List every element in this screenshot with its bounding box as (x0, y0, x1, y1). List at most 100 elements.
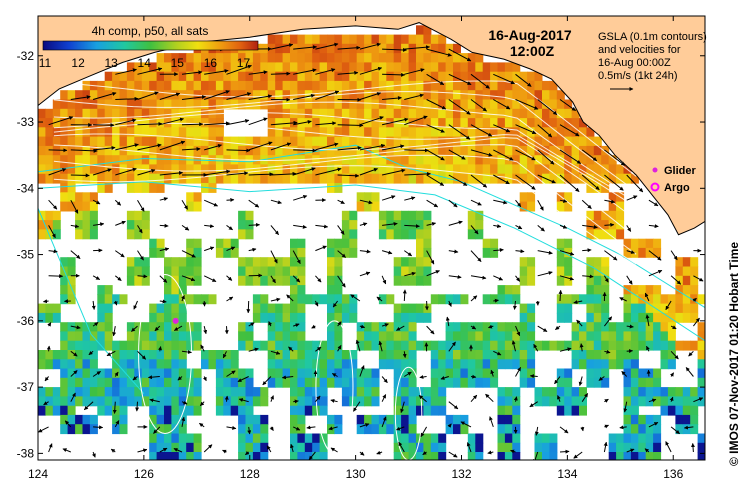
sst-cell (438, 43, 447, 54)
velocity-vector (581, 149, 598, 162)
sst-cell (304, 80, 313, 91)
sst-cell (630, 387, 639, 397)
velocity-vector (537, 199, 544, 211)
velocity-vector (648, 421, 659, 428)
sst-cell (586, 312, 595, 323)
sst-cell (527, 303, 536, 314)
sst-cell (408, 350, 417, 360)
sst-cell (697, 396, 705, 407)
sst-cell (482, 164, 491, 175)
sst-cell (356, 201, 365, 212)
sst-cell (512, 108, 521, 119)
sst-cell (193, 136, 202, 147)
sst-cell (371, 118, 380, 128)
sst-cell (579, 173, 587, 184)
sst-cell (645, 340, 654, 351)
bathymetry-line (38, 181, 705, 342)
sst-cell (97, 173, 106, 184)
velocity-vector (159, 447, 168, 453)
sst-cell (504, 350, 513, 360)
sst-cell (460, 377, 469, 388)
sst-cell (238, 377, 247, 388)
sst-cell (616, 442, 625, 453)
sst-cell (52, 210, 61, 221)
sst-cell (75, 229, 84, 240)
sst-cell (660, 350, 669, 360)
gsla-contour (53, 133, 637, 221)
sst-cell (201, 183, 209, 193)
sst-cell (60, 183, 69, 193)
sst-cell (134, 99, 143, 110)
sst-cell (341, 118, 350, 128)
sst-cell (341, 247, 350, 258)
sst-cell (601, 350, 610, 360)
sst-cell (593, 257, 602, 268)
sst-cell (475, 108, 484, 119)
velocity-vector (48, 199, 58, 210)
sst-cell (630, 433, 639, 444)
sst-cell (134, 266, 143, 277)
sst-cell (356, 396, 365, 407)
sst-cell (378, 294, 387, 305)
sst-cell (201, 127, 209, 138)
sst-cell (223, 368, 232, 379)
sst-cell (134, 90, 143, 101)
velocity-vector (604, 149, 626, 166)
sst-cell (445, 155, 454, 166)
sst-cell (178, 322, 187, 333)
velocity-vector (306, 425, 316, 430)
velocity-vector (70, 95, 91, 100)
sst-cell (586, 164, 595, 175)
sst-cell (445, 127, 454, 138)
sst-cell (156, 433, 165, 444)
sst-cell (423, 136, 432, 147)
sst-cell (497, 173, 506, 184)
sst-cell (467, 127, 476, 138)
sst-cell (527, 266, 536, 277)
sst-cell (460, 359, 469, 370)
velocity-vector (245, 450, 250, 456)
sst-cell (119, 350, 128, 360)
sst-cell (386, 173, 395, 184)
sst-cell (112, 294, 121, 305)
sst-cell (171, 331, 180, 342)
sst-cell (193, 433, 202, 444)
velocity-vector (224, 395, 229, 402)
sst-cell (527, 201, 536, 212)
sst-cell (482, 359, 491, 370)
velocity-vector (133, 300, 138, 310)
sst-cell (623, 424, 632, 435)
sst-cell (89, 127, 98, 138)
sst-cell (423, 43, 432, 54)
sst-cell (171, 127, 180, 138)
sst-cell (260, 387, 269, 397)
sst-cell (460, 145, 469, 156)
sst-cell (82, 136, 91, 147)
sst-cell (126, 173, 135, 184)
sst-cell (475, 136, 484, 147)
sst-cell (556, 127, 565, 138)
sst-cell (75, 118, 84, 128)
sst-cell (60, 145, 69, 156)
sst-cell (467, 220, 476, 230)
velocity-vector (270, 71, 291, 76)
sst-cell (334, 275, 343, 286)
velocity-vector (148, 375, 160, 380)
sst-cell (304, 442, 313, 453)
velocity-vector (554, 376, 561, 385)
sst-cell (260, 433, 269, 444)
velocity-vector (137, 168, 156, 176)
sst-cell (104, 99, 113, 110)
sst-cell (408, 433, 417, 444)
sst-cell (475, 118, 484, 128)
sst-cell (149, 183, 158, 193)
sst-cell (623, 433, 632, 444)
sst-cell (608, 164, 617, 175)
sst-cell (534, 99, 543, 110)
sst-cell (149, 238, 158, 249)
sst-cell (38, 359, 46, 370)
sst-cell (112, 145, 121, 156)
sst-cell (393, 331, 402, 342)
sst-cell (178, 80, 187, 91)
sst-cell (186, 71, 195, 82)
